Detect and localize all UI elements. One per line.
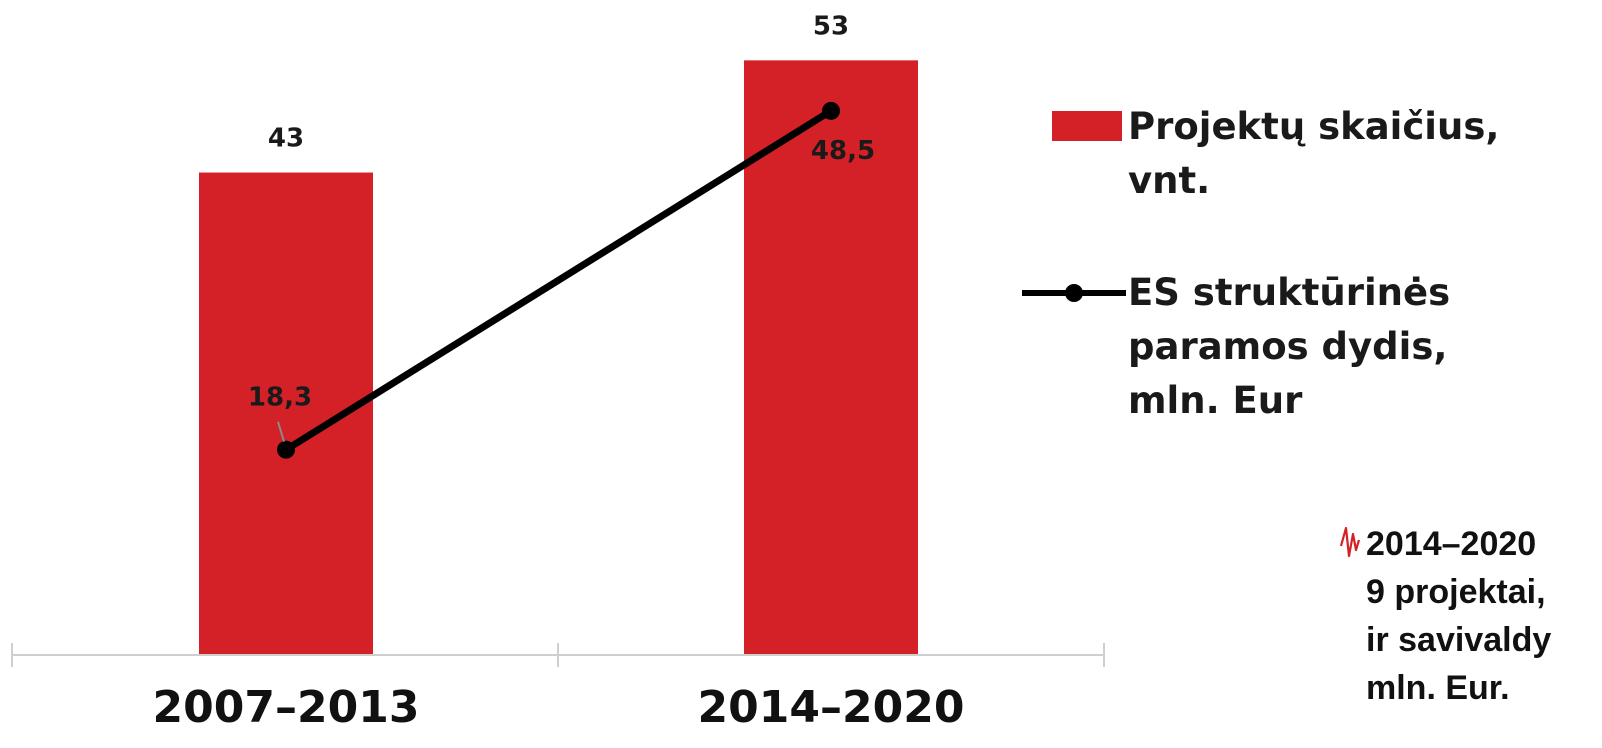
legend-item-bar: Projektų skaičius, vnt.: [1022, 100, 1548, 208]
bar-value-label-1: 53: [813, 11, 849, 41]
line-label-leader-0: [277, 421, 285, 442]
pulse-icon: [1340, 526, 1360, 558]
x-tick-label-1: 2014–2020: [698, 682, 965, 733]
legend-item-line: ES struktūrinės paramos dydis, mln. Eur: [1022, 266, 1548, 428]
bar-1: [744, 60, 918, 655]
line-value-label-1: 48,5: [811, 136, 875, 166]
legend-bar-swatch: [1052, 111, 1122, 141]
legend-line-swatch: [1022, 284, 1126, 302]
legend: Projektų skaičius, vnt. ES struktūrinės …: [1022, 100, 1602, 428]
line-value-label-0: 18,3: [248, 383, 312, 413]
bar-value-label-0: 43: [268, 124, 304, 154]
legend-line-label: ES struktūrinės paramos dydis, mln. Eur: [1128, 271, 1451, 422]
x-tick-label-0: 2007–2013: [153, 682, 420, 733]
note-box: 2014–2020 9 projektai, ir savivaldy mln.…: [1340, 520, 1602, 712]
line-point-0: [277, 440, 295, 459]
legend-bar-label: Projektų skaičius, vnt.: [1128, 105, 1500, 202]
note-text: 2014–2020 9 projektai, ir savivaldy mln.…: [1366, 525, 1552, 707]
line-point-1: [822, 101, 840, 120]
line-series-path: [282, 107, 835, 454]
